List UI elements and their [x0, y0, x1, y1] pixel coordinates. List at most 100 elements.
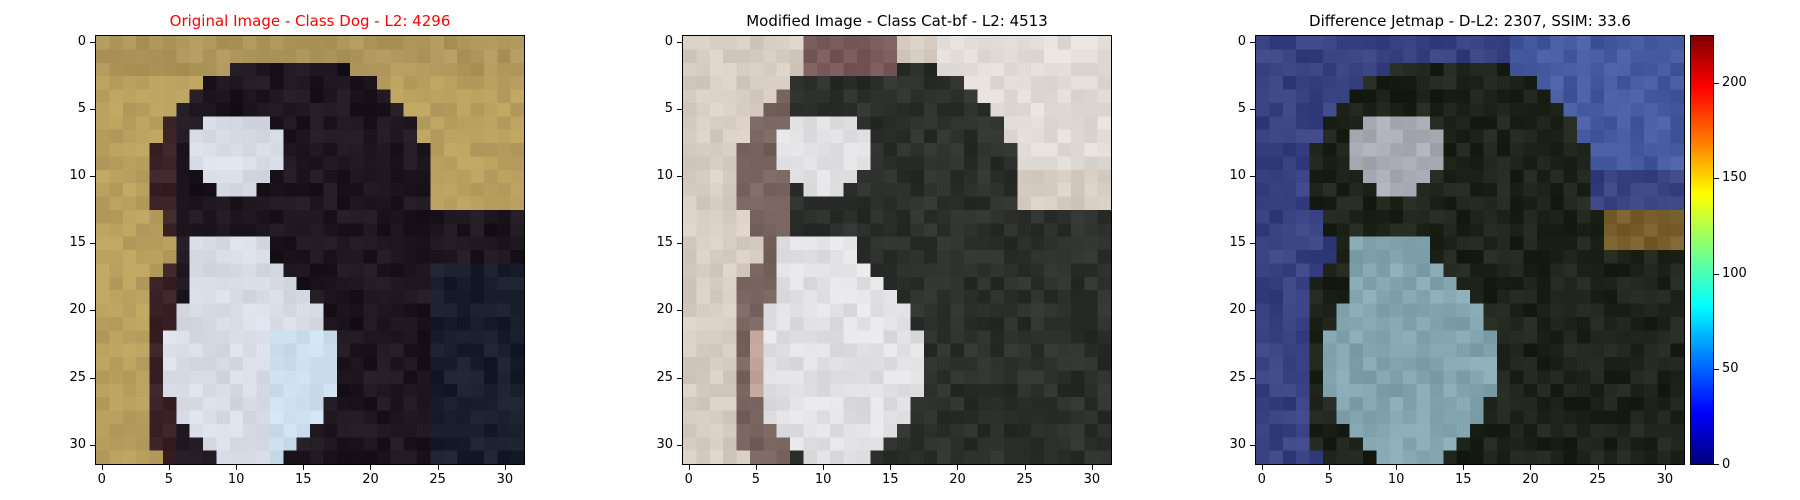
x-tick-mark	[1664, 465, 1666, 470]
y-tick-mark	[1250, 444, 1255, 446]
x-tick-label: 0	[684, 472, 693, 487]
colorbar-tick-label: 100	[1722, 265, 1747, 281]
y-tick-label: 5	[664, 100, 673, 116]
y-tick-label: 25	[69, 369, 86, 385]
panel-2-title: Modified Image - Class Cat-bf - L2: 4513	[746, 12, 1048, 30]
x-tick-label: 30	[1656, 472, 1674, 487]
y-tick-mark	[90, 444, 95, 446]
y-tick-label: 10	[656, 168, 673, 184]
y-tick-label: 10	[1229, 168, 1246, 184]
x-tick-label: 20	[362, 472, 379, 487]
y-tick-mark	[90, 176, 95, 178]
x-tick-mark	[688, 465, 690, 470]
y-tick-mark	[677, 243, 682, 245]
panel-3-image	[1255, 35, 1685, 465]
y-tick-label: 10	[69, 168, 86, 184]
y-tick-label: 20	[1229, 302, 1246, 318]
colorbar-tick-mark	[1714, 464, 1719, 465]
y-tick-label: 15	[1229, 235, 1246, 251]
x-tick-mark	[504, 465, 506, 470]
x-tick-label: 15	[295, 472, 312, 487]
x-tick-mark	[755, 465, 757, 470]
x-tick-label: 10	[227, 472, 245, 487]
y-tick-mark	[90, 108, 95, 110]
x-tick-label: 20	[1522, 472, 1539, 487]
y-tick-mark	[677, 41, 682, 43]
y-tick-mark	[677, 108, 682, 110]
x-tick-label: 30	[496, 472, 514, 487]
colorbar-tick-label: 50	[1722, 361, 1739, 377]
panel-1-image	[95, 35, 525, 465]
y-tick-mark	[90, 41, 95, 43]
y-tick-mark	[90, 310, 95, 312]
modified-dog-image	[683, 36, 1111, 464]
x-tick-label: 10	[814, 472, 832, 487]
y-tick-label: 15	[69, 235, 86, 251]
y-tick-mark	[1250, 108, 1255, 110]
colorbar-tick-mark	[1714, 178, 1719, 180]
x-tick-mark	[303, 465, 305, 470]
x-tick-mark	[1328, 465, 1330, 470]
y-tick-label: 20	[69, 302, 86, 318]
y-tick-label: 25	[1229, 369, 1246, 385]
colorbar-tick-mark	[1714, 369, 1719, 371]
y-tick-label: 25	[656, 369, 673, 385]
x-tick-mark	[1396, 465, 1398, 470]
y-tick-mark	[90, 243, 95, 245]
y-tick-label: 20	[656, 302, 673, 318]
x-tick-mark	[168, 465, 170, 470]
y-tick-label: 5	[77, 100, 86, 116]
x-tick-mark	[890, 465, 892, 470]
x-tick-label: 15	[882, 472, 899, 487]
x-tick-label: 5	[1324, 472, 1334, 487]
x-tick-mark	[370, 465, 372, 470]
y-tick-mark	[677, 310, 682, 312]
difference-jetmap-image	[1256, 36, 1684, 464]
y-tick-label: 0	[664, 33, 673, 49]
colorbar-tick-mark	[1714, 273, 1719, 275]
x-tick-label: 25	[1589, 472, 1606, 487]
y-tick-label: 0	[1237, 33, 1246, 49]
y-tick-mark	[1250, 310, 1255, 312]
y-tick-mark	[1250, 377, 1255, 379]
x-tick-mark	[957, 465, 959, 470]
x-tick-label: 10	[1387, 472, 1405, 487]
x-tick-mark	[823, 465, 825, 470]
colorbar-tick-label: 200	[1722, 74, 1747, 90]
x-tick-mark	[1463, 465, 1465, 470]
x-tick-mark	[236, 465, 238, 470]
colorbar-tick-label: 0	[1722, 457, 1731, 472]
x-tick-label: 25	[1016, 472, 1033, 487]
y-tick-mark	[90, 377, 95, 379]
y-tick-label: 30	[1229, 436, 1246, 452]
y-tick-mark	[677, 377, 682, 379]
y-tick-label: 0	[77, 33, 86, 49]
x-tick-mark	[1597, 465, 1599, 470]
y-tick-mark	[1250, 176, 1255, 178]
x-tick-mark	[1261, 465, 1263, 470]
jet-colorbar	[1690, 35, 1714, 465]
y-tick-label: 15	[656, 235, 673, 251]
panel-3-title: Difference Jetmap - D-L2: 2307, SSIM: 33…	[1309, 12, 1631, 30]
x-tick-mark	[1530, 465, 1532, 470]
x-tick-mark	[1024, 465, 1026, 470]
y-tick-mark	[1250, 41, 1255, 43]
colorbar-tick-label: 150	[1722, 170, 1747, 186]
x-tick-label: 0	[1257, 472, 1266, 487]
y-tick-mark	[1250, 243, 1255, 245]
x-tick-mark	[437, 465, 439, 470]
x-tick-label: 15	[1455, 472, 1472, 487]
original-dog-image	[96, 36, 524, 464]
x-tick-label: 5	[751, 472, 761, 487]
y-tick-label: 30	[656, 436, 673, 452]
panel-2-image	[682, 35, 1112, 465]
colorbar-tick-mark	[1714, 82, 1719, 84]
y-tick-mark	[677, 176, 682, 178]
x-tick-label: 30	[1083, 472, 1101, 487]
x-tick-mark	[101, 465, 103, 470]
y-tick-mark	[677, 444, 682, 446]
panel-1-title: Original Image - Class Dog - L2: 4296	[169, 12, 451, 30]
x-tick-label: 20	[949, 472, 966, 487]
x-tick-label: 25	[429, 472, 446, 487]
x-tick-mark	[1091, 465, 1093, 470]
